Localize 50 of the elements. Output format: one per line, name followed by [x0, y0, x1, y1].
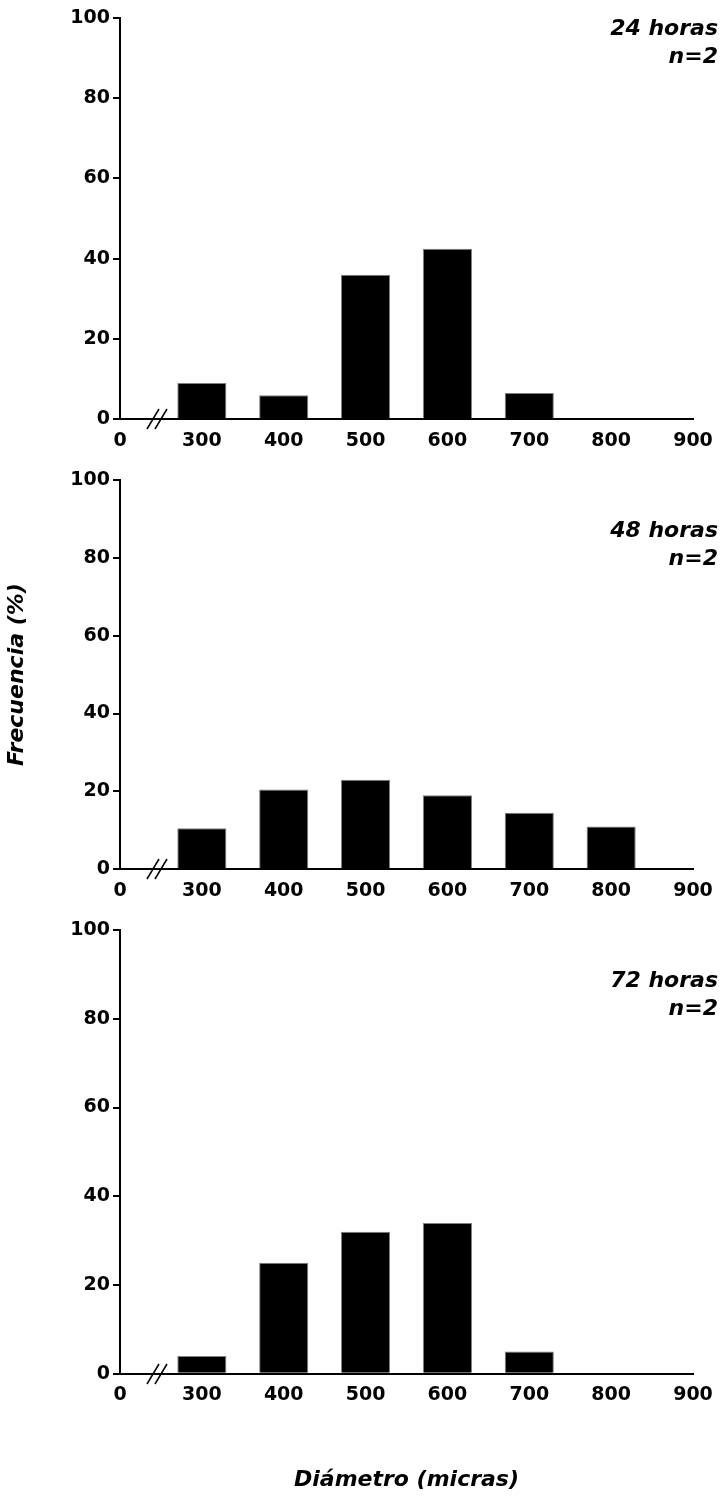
y-tick-label: 40: [83, 1183, 110, 1206]
x-tick-label: 300: [182, 877, 222, 900]
annotation: 72 horas: [610, 966, 718, 992]
y-tick-label: 100: [70, 466, 110, 489]
annotation: n=2: [668, 42, 718, 68]
x-tick-label: 500: [345, 427, 386, 450]
y-tick-label: 60: [83, 1094, 110, 1117]
y-tick-label: 60: [83, 622, 110, 645]
y-axis-title: Frecuencia (%): [2, 583, 28, 767]
y-tick-label: 0: [96, 406, 110, 429]
y-tick-label: 0: [96, 856, 110, 879]
x-tick-label: 400: [263, 427, 304, 450]
annotation: n=2: [668, 994, 718, 1020]
x-tick-label: 700: [509, 427, 550, 450]
x-tick-label: 900: [673, 877, 713, 900]
x-tick-label: 400: [263, 877, 304, 900]
y-tick-label: 100: [70, 916, 110, 939]
x-tick-label: 0: [113, 877, 127, 900]
x-tick-label: 800: [591, 1382, 631, 1405]
y-tick-label: 80: [83, 1005, 110, 1028]
x-tick-label: 500: [345, 1382, 386, 1405]
y-tick-label: 100: [70, 4, 110, 27]
annotation: 48 horas: [609, 516, 718, 542]
x-tick-label: 300: [182, 427, 222, 450]
x-tick-label: 800: [591, 427, 631, 450]
x-tick-label: 900: [673, 1382, 713, 1405]
annotation: 24 horas: [610, 14, 718, 40]
y-tick-label: 0: [96, 1360, 110, 1383]
x-tick-label: 0: [113, 1382, 127, 1405]
annotation: n=2: [668, 544, 718, 570]
y-tick-label: 60: [83, 165, 110, 188]
x-tick-label: 300: [182, 1382, 222, 1405]
y-tick-label: 20: [83, 778, 110, 801]
y-tick-label: 80: [83, 85, 110, 108]
y-tick-label: 20: [83, 1271, 110, 1294]
x-tick-label: 600: [427, 1382, 468, 1405]
x-tick-label: 600: [427, 877, 468, 900]
y-tick-label: 80: [83, 544, 110, 567]
x-tick-label: 400: [263, 1382, 304, 1405]
y-tick-label: 40: [83, 700, 110, 723]
y-tick-label: 20: [83, 325, 110, 348]
x-tick-label: 700: [509, 1382, 550, 1405]
x-tick-label: 500: [345, 877, 386, 900]
y-tick-label: 40: [83, 245, 110, 268]
x-axis-title: Diámetro (micras): [293, 1465, 520, 1491]
x-tick-label: 700: [509, 877, 550, 900]
x-tick-label: 0: [113, 427, 127, 450]
x-tick-label: 900: [673, 427, 713, 450]
x-tick-label: 600: [427, 427, 468, 450]
x-tick-label: 800: [591, 877, 631, 900]
